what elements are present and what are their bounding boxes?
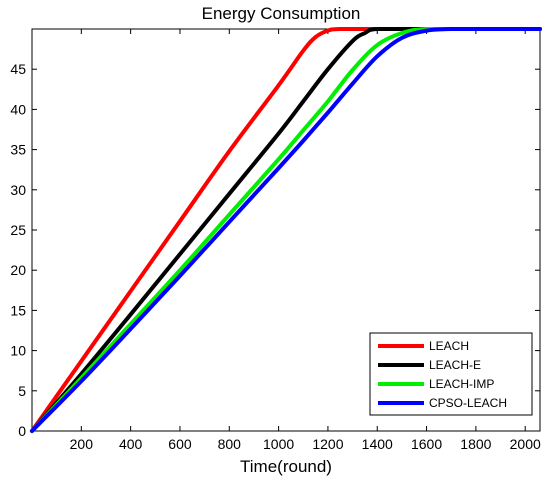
legend: LEACH LEACH-E LEACH-IMP CPSO-LEACH xyxy=(369,332,533,416)
x-tick-label: 1800 xyxy=(460,436,491,452)
y-tick-label: 20 xyxy=(10,262,26,278)
x-tick-label: 1600 xyxy=(411,436,442,452)
series-lines xyxy=(30,26,542,433)
x-axis-label: Time(round) xyxy=(240,457,332,476)
y-tick-label: 40 xyxy=(10,101,26,117)
y-tick-label: 10 xyxy=(10,343,26,359)
chart-title: Energy Consumption xyxy=(202,4,361,23)
x-tick-label: 200 xyxy=(70,436,94,452)
x-tick-label: 1200 xyxy=(312,436,343,452)
x-tick-label: 400 xyxy=(119,436,143,452)
y-axis-ticks: 0 5 10 15 20 25 30 35 40 45 xyxy=(10,61,540,439)
x-tick-label: 1000 xyxy=(263,436,294,452)
legend-label: LEACH-IMP xyxy=(429,377,494,391)
x-tick-label: 2000 xyxy=(510,436,541,452)
y-tick-label: 0 xyxy=(18,423,26,439)
y-tick-label: 35 xyxy=(10,142,26,158)
x-tick-label: 600 xyxy=(168,436,192,452)
legend-label: LEACH-E xyxy=(429,358,481,372)
legend-label: LEACH xyxy=(429,339,469,353)
x-tick-label: 1400 xyxy=(362,436,393,452)
y-tick-label: 25 xyxy=(10,222,26,238)
x-tick-label: 800 xyxy=(218,436,242,452)
y-tick-label: 15 xyxy=(10,302,26,318)
y-tick-label: 30 xyxy=(10,182,26,198)
legend-label: CPSO-LEACH xyxy=(429,396,507,410)
y-tick-label: 5 xyxy=(18,383,26,399)
y-tick-label: 45 xyxy=(10,61,26,77)
x-axis-ticks: 200 400 600 800 1000 1200 1400 1600 1800 2000 xyxy=(70,29,541,452)
series-line-cpso-leach xyxy=(30,26,542,433)
